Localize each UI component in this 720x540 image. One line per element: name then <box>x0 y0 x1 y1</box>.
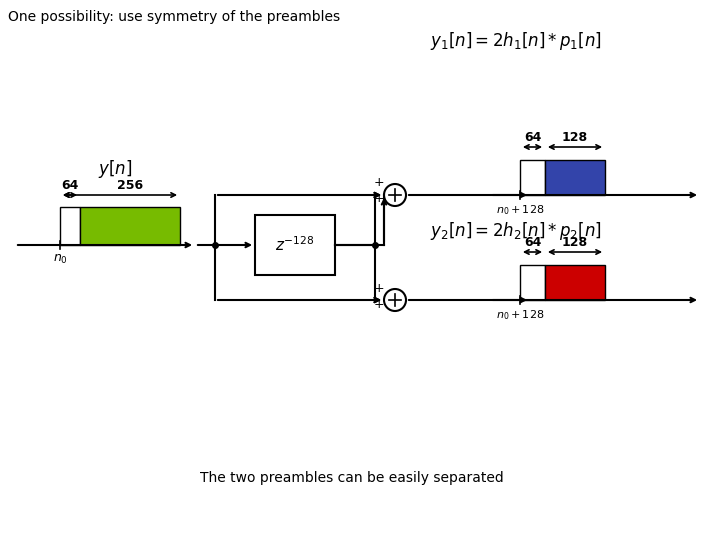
Text: $y_2[n] = 2h_2[n]*p_2[n]$: $y_2[n] = 2h_2[n]*p_2[n]$ <box>430 220 602 242</box>
Text: $n_0+128$: $n_0+128$ <box>496 203 544 217</box>
Text: $y_1[n] = 2h_1[n]*p_1[n]$: $y_1[n] = 2h_1[n]*p_1[n]$ <box>430 30 602 52</box>
Text: One possibility: use symmetry of the preambles: One possibility: use symmetry of the pre… <box>8 10 340 24</box>
Text: 64: 64 <box>524 236 541 249</box>
FancyBboxPatch shape <box>520 160 545 195</box>
Text: $z^{-128}$: $z^{-128}$ <box>275 235 315 254</box>
Text: $n_0$: $n_0$ <box>53 253 68 266</box>
FancyBboxPatch shape <box>545 160 605 195</box>
Text: 128: 128 <box>562 131 588 144</box>
Text: 256: 256 <box>117 179 143 192</box>
Text: +: + <box>374 177 384 190</box>
Text: 64: 64 <box>524 131 541 144</box>
FancyBboxPatch shape <box>255 215 335 275</box>
FancyBboxPatch shape <box>520 265 545 300</box>
Text: +: + <box>374 192 384 206</box>
FancyBboxPatch shape <box>545 265 605 300</box>
Text: +: + <box>374 298 384 310</box>
Text: $y[n]$: $y[n]$ <box>98 158 132 180</box>
Text: +: + <box>374 281 384 294</box>
Text: 128: 128 <box>562 236 588 249</box>
FancyBboxPatch shape <box>60 207 80 245</box>
Text: 64: 64 <box>61 179 78 192</box>
Text: $n_0+128$: $n_0+128$ <box>496 308 544 322</box>
FancyBboxPatch shape <box>80 207 180 245</box>
Text: The two preambles can be easily separated: The two preambles can be easily separate… <box>200 471 504 485</box>
